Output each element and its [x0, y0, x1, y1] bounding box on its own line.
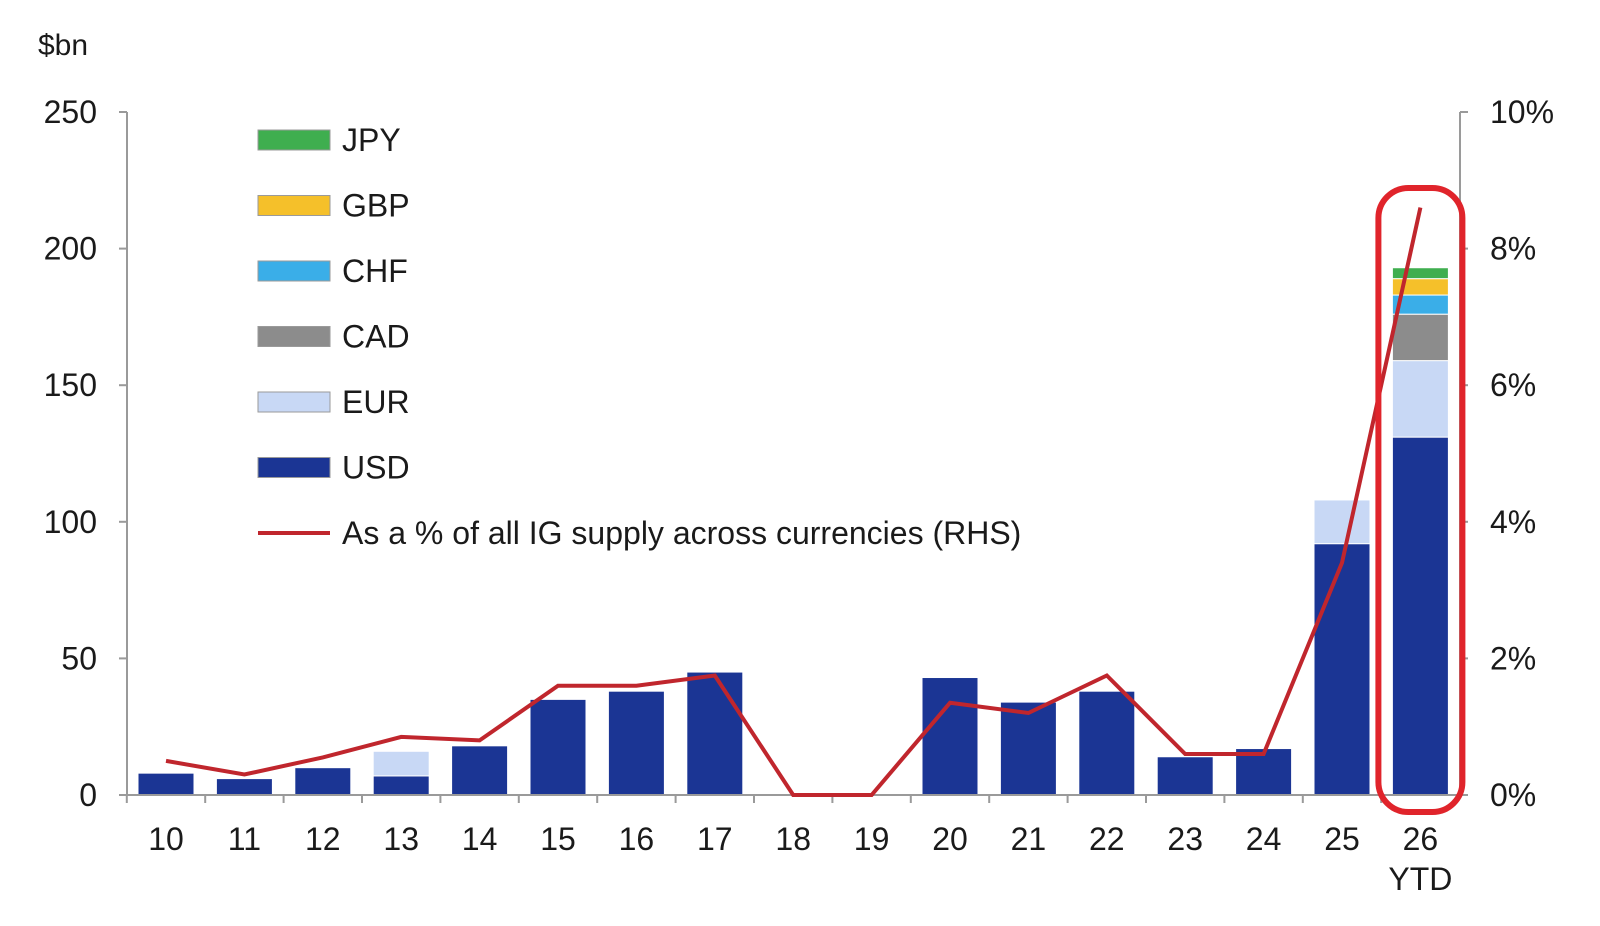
legend-swatch-usd — [257, 457, 331, 478]
x-tick-label: 15 — [540, 821, 576, 857]
bar-eur — [372, 750, 430, 777]
x-tick-label: 11 — [228, 821, 261, 857]
legend-swatch-cad — [257, 326, 331, 347]
bar-usd — [1313, 543, 1371, 796]
bar-usd — [607, 690, 665, 796]
right-tick-label: 4% — [1490, 504, 1536, 540]
bar-cad — [1391, 313, 1449, 362]
left-tick-label: 100 — [44, 504, 97, 540]
legend-label-eur: EUR — [342, 384, 410, 420]
bar-eur — [1313, 499, 1371, 545]
bar-usd — [294, 767, 352, 796]
x-tick-label: 12 — [305, 821, 341, 857]
bars-group — [137, 267, 1449, 796]
highlight-outline — [1375, 185, 1466, 815]
legend-label-gbp: GBP — [342, 188, 410, 224]
x-tick-label: 22 — [1089, 821, 1125, 857]
left-tick-label: 0 — [79, 777, 97, 813]
x-tick-label: 19 — [854, 821, 890, 857]
right-axis: 0% 2% 4% 6% 8% 10% — [1459, 94, 1554, 813]
x-tick-label: 18 — [775, 821, 811, 857]
bar-usd — [1156, 756, 1214, 796]
line-series-group — [165, 207, 1423, 797]
legend-label-cad: CAD — [342, 319, 410, 355]
right-tick-label: 10% — [1490, 94, 1554, 130]
legend: JPY GBP CHF CAD EUR USD As a % of all IG suppl… — [257, 122, 1021, 551]
legend-swatch-jpy — [257, 129, 331, 151]
left-axis: 0 50 100 150 200 250 — [44, 94, 128, 813]
highlight-group — [1375, 185, 1466, 815]
x-axis: 10 11 12 13 14 15 16 17 18 19 20 21 22 23 24 25 26 YTD — [125, 794, 1460, 897]
right-tick-label: 6% — [1490, 367, 1536, 403]
legend-swatch-gbp — [257, 195, 331, 216]
bar-jpy — [1391, 267, 1449, 280]
x-tick-label: 14 — [462, 821, 498, 857]
bar-usd — [686, 671, 744, 796]
x-tick-label: 24 — [1246, 821, 1282, 857]
legend-swatch-chf — [257, 260, 331, 282]
right-tick-label: 8% — [1490, 231, 1536, 267]
x-tick-label: 10 — [148, 821, 184, 857]
left-tick-label: 50 — [61, 640, 97, 676]
bar-usd — [999, 701, 1057, 796]
bar-usd — [529, 698, 587, 796]
legend-label-usd: USD — [342, 450, 410, 486]
legend-label-chf: CHF — [342, 253, 408, 289]
bar-usd — [1235, 748, 1293, 796]
legend-swatch-eur — [257, 391, 331, 413]
x-tick-label: 23 — [1167, 821, 1203, 857]
right-tick-label: 2% — [1490, 640, 1536, 676]
x-tick-label: 16 — [619, 821, 655, 857]
bar-usd — [137, 772, 195, 796]
x-tick-label: 13 — [383, 821, 419, 857]
legend-label-jpy: JPY — [342, 122, 401, 158]
bar-usd — [451, 745, 509, 796]
bar-eur — [1391, 360, 1449, 438]
bar-usd — [372, 775, 430, 796]
bar-usd — [921, 677, 979, 796]
left-axis-unit-label: $bn — [38, 29, 88, 62]
bar-usd — [1078, 690, 1136, 796]
x-tick-label: 26 — [1403, 821, 1439, 857]
legend-label-line: As a % of all IG supply across currencie… — [342, 515, 1021, 551]
x-tick-label: 21 — [1011, 821, 1047, 857]
x-tick-label: 17 — [697, 821, 733, 857]
left-tick-label: 250 — [44, 94, 97, 130]
x-tick-label: 20 — [932, 821, 968, 857]
bar-usd — [1391, 436, 1449, 796]
line-series-path — [165, 207, 1423, 797]
x-tick-sublabel: YTD — [1388, 861, 1452, 897]
left-tick-label: 150 — [44, 367, 97, 403]
x-tick-label: 25 — [1324, 821, 1360, 857]
bar-usd — [215, 778, 273, 796]
left-tick-label: 200 — [44, 231, 97, 267]
right-tick-label: 0% — [1490, 777, 1536, 813]
